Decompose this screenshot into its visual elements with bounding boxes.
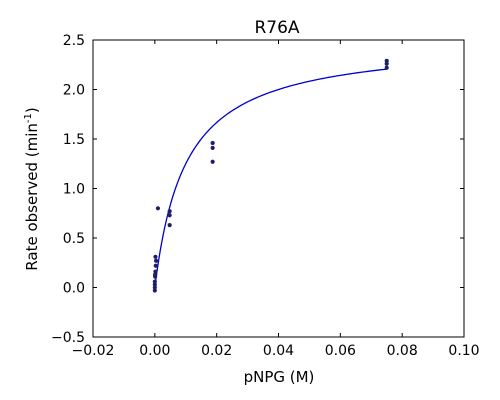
x-axis-label: pNPG (M)	[244, 368, 315, 386]
data-point	[152, 279, 157, 284]
x-tick-label: 0.04	[263, 343, 294, 359]
x-tick-label: 0.02	[201, 343, 232, 359]
plot-area	[152, 58, 389, 293]
data-point	[167, 213, 172, 218]
data-point	[155, 206, 161, 211]
y-axis-label-prefix: Rate observed (min	[23, 123, 41, 271]
x-tick-label: 0.10	[448, 343, 479, 359]
x-tick-label: 0.06	[325, 343, 356, 359]
y-axis-label: Rate observed (min-1)	[23, 107, 41, 270]
tick-layer: −0.02 0.00 0.02 0.04 0.06 0.08 0.10 −0.5 0.0 0.5 1…	[51, 33, 480, 359]
y-axis-label-suffix: )	[23, 107, 41, 113]
data-point	[153, 254, 158, 259]
data-point	[384, 58, 389, 63]
plot-frame	[92, 39, 465, 338]
data-point	[210, 145, 215, 151]
data-point	[167, 209, 172, 214]
x-tick-label: 0.00	[139, 343, 170, 359]
data-point	[153, 258, 159, 263]
y-tick-label: −0.5	[51, 330, 85, 346]
y-tick-label: 1.0	[63, 182, 85, 198]
y-tick-label: 0.0	[63, 281, 85, 297]
data-point	[210, 159, 215, 164]
data-point	[152, 282, 157, 287]
y-tick-label: 0.5	[63, 231, 85, 247]
data-point	[167, 223, 172, 228]
x-tick-label: −0.02	[72, 343, 115, 359]
data-point	[152, 288, 157, 293]
data-point	[153, 269, 158, 274]
x-tick-label: 0.08	[387, 343, 418, 359]
data-point	[153, 263, 158, 268]
y-tick-label: 2.5	[63, 33, 85, 49]
chart-title: R76A	[254, 18, 299, 38]
data-point	[384, 65, 389, 70]
fit-curve	[154, 68, 387, 288]
y-axis-label-superscript: -1	[23, 113, 34, 123]
data-point	[210, 140, 215, 146]
data-point	[384, 61, 389, 66]
data-point	[152, 285, 157, 290]
y-tick-label: 1.5	[63, 132, 85, 148]
y-tick-label: 2.0	[63, 83, 85, 99]
